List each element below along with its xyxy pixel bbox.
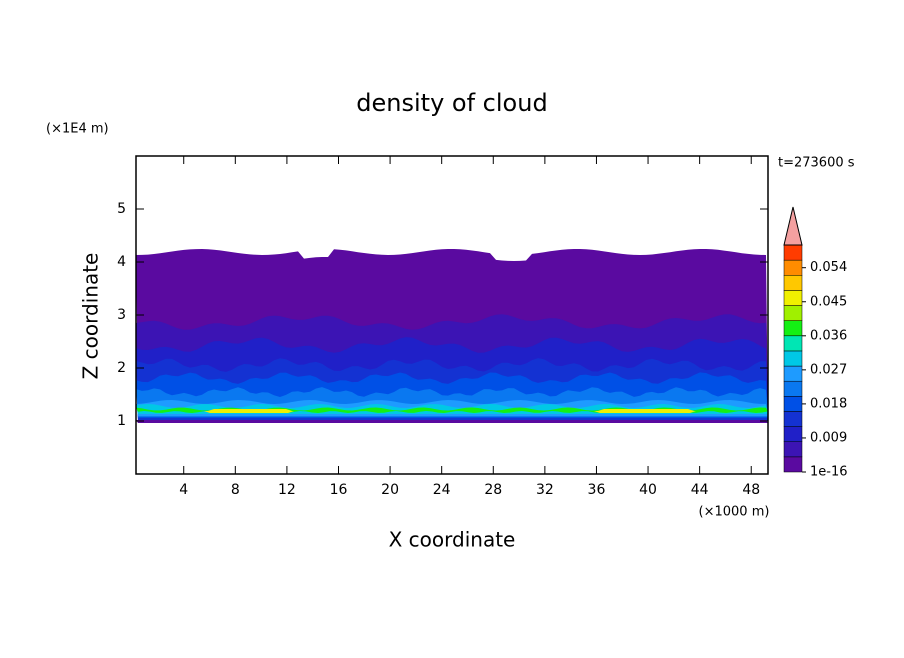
colorbar-label: 0.027 bbox=[810, 362, 847, 377]
y-tick-label: 1 bbox=[117, 413, 126, 429]
x-tick-label: 8 bbox=[231, 482, 240, 498]
x-tick-label: 32 bbox=[536, 482, 554, 498]
colorbar-extension bbox=[783, 206, 803, 246]
colorbar-swatch bbox=[783, 426, 803, 442]
y-tick-label: 2 bbox=[117, 360, 126, 376]
x-axis-title: X coordinate bbox=[389, 528, 516, 552]
x-unit: (×1000 m) bbox=[699, 505, 770, 520]
x-tick-label: 28 bbox=[484, 482, 502, 498]
colorbar-label: 0.036 bbox=[810, 328, 847, 343]
colorbar-swatch bbox=[783, 411, 803, 427]
colorbar-swatch bbox=[783, 365, 803, 382]
colorbar-label: 0.009 bbox=[810, 430, 847, 445]
colorbar-swatch bbox=[783, 244, 803, 261]
colorbar-swatch bbox=[783, 305, 803, 321]
y-axis-title: Z coordinate bbox=[79, 253, 103, 380]
contour-band bbox=[136, 407, 768, 413]
colorbar-label: 0.054 bbox=[810, 260, 847, 275]
contour-field bbox=[136, 249, 768, 423]
colorbar-swatch bbox=[783, 320, 803, 337]
y-tick-label: 4 bbox=[117, 254, 126, 270]
colorbar-label: 0.018 bbox=[810, 396, 847, 411]
y-unit: (×1E4 m) bbox=[46, 122, 109, 137]
x-tick-label: 24 bbox=[433, 482, 451, 498]
contour-band bbox=[136, 409, 768, 413]
contour-band bbox=[136, 409, 768, 413]
colorbar-swatch bbox=[783, 335, 803, 352]
colorbar-swatch bbox=[783, 396, 803, 412]
y-tick-label: 5 bbox=[117, 201, 126, 217]
colorbar-swatch bbox=[783, 290, 803, 306]
x-tick-label: 4 bbox=[179, 482, 188, 498]
colorbar-swatch bbox=[783, 456, 803, 473]
contour-band bbox=[136, 420, 768, 423]
chart-title: density of cloud bbox=[356, 89, 547, 117]
time-label: t=273600 s bbox=[778, 156, 855, 171]
colorbar-swatch bbox=[783, 350, 803, 367]
x-tick-label: 44 bbox=[691, 482, 709, 498]
x-tick-label: 48 bbox=[742, 482, 760, 498]
x-tick-label: 16 bbox=[330, 482, 348, 498]
colorbar-swatch bbox=[783, 259, 803, 276]
colorbar-label: 0.045 bbox=[810, 294, 847, 309]
y-tick-label: 3 bbox=[117, 307, 126, 323]
colorbar-swatch bbox=[783, 380, 803, 397]
x-tick-label: 36 bbox=[588, 482, 606, 498]
x-tick-label: 40 bbox=[639, 482, 657, 498]
colorbar-swatch bbox=[783, 275, 803, 291]
colorbar-swatch bbox=[783, 441, 803, 458]
colorbar-label: 1e-16 bbox=[810, 465, 848, 480]
x-tick-label: 20 bbox=[381, 482, 399, 498]
x-tick-label: 12 bbox=[278, 482, 296, 498]
